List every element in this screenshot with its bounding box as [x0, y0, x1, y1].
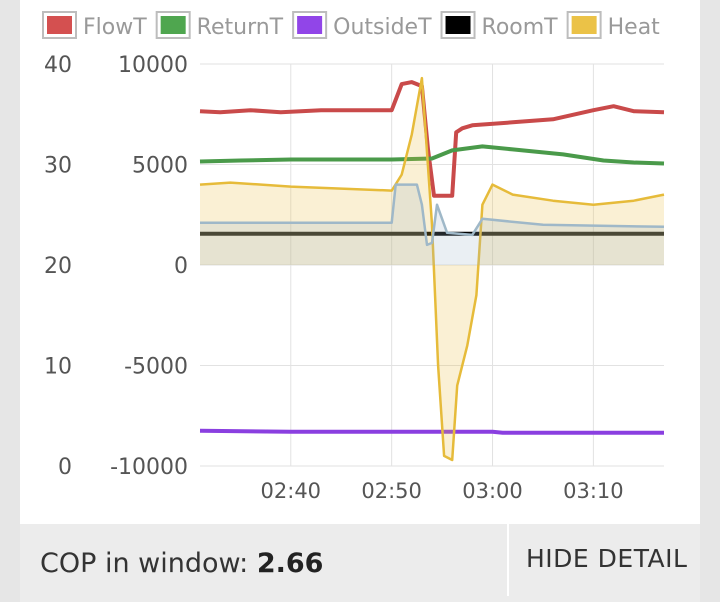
legend-swatch-heat — [571, 16, 597, 34]
series-line-unnamed-5 — [200, 183, 665, 247]
y-left-tick-label: 10 — [44, 355, 72, 380]
series-layer — [199, 76, 665, 462]
legend-swatch-returnt — [160, 16, 186, 34]
x-tick-label: 03:10 — [563, 479, 624, 503]
cop-label: COP in window: — [40, 548, 249, 579]
grid — [200, 63, 664, 467]
series-line-outsidet — [199, 428, 664, 435]
legend-label-outsidet: OutsideT — [333, 15, 432, 40]
chart-canvas[interactable]: FlowT ReturnT OutsideT RoomT Heat 40 30 20 10 0 1… — [20, 0, 700, 524]
legend-item-flowt[interactable]: FlowT — [42, 11, 147, 40]
cop-readout: COP in window: 2.66 — [40, 548, 323, 579]
legend-label-returnt: ReturnT — [197, 15, 284, 40]
legend-item-roomt[interactable]: RoomT — [440, 11, 559, 40]
y-right-tick-label: -5000 — [124, 355, 188, 380]
legend-swatch-flowt — [47, 16, 72, 34]
footer-divider — [507, 524, 509, 596]
tick-labels: 40 30 20 10 0 10000 5000 0 -5000 -10000 02:40 02:50… — [44, 53, 624, 503]
footer-bar: COP in window: 2.66 HIDE DETAIL — [20, 524, 700, 602]
series-area-unnamed-5 — [200, 184, 664, 265]
x-tick-label: 02:50 — [361, 479, 422, 503]
series-line-returnt — [199, 144, 665, 166]
series-line-flowt — [199, 80, 665, 198]
x-tick-label: 03:00 — [462, 479, 523, 503]
y-right-tick-label: 10000 — [118, 53, 188, 78]
legend-label-heat: Heat — [608, 15, 661, 40]
y-left-tick-label: 40 — [44, 53, 72, 78]
series-area-heat — [200, 78, 664, 460]
chart-card: FlowT ReturnT OutsideT RoomT Heat 40 30 20 10 0 1… — [20, 0, 700, 524]
y-left-tick-label: 20 — [44, 254, 72, 279]
legend-label-roomt: RoomT — [482, 15, 559, 40]
legend-swatch-outsidet — [297, 16, 323, 34]
y-left-tick-label: 0 — [58, 455, 72, 480]
y-right-tick-label: -10000 — [110, 455, 188, 480]
legend-item-returnt[interactable]: ReturnT — [155, 11, 284, 40]
legend-label-flowt: FlowT — [83, 15, 147, 40]
legend[interactable]: FlowT ReturnT OutsideT RoomT Heat — [42, 11, 661, 40]
y-right-tick-label: 5000 — [132, 154, 188, 179]
cop-value: 2.66 — [256, 548, 324, 579]
y-left-tick-label: 30 — [44, 154, 72, 179]
legend-swatch-roomt — [445, 16, 471, 34]
x-tick-label: 02:40 — [261, 479, 322, 503]
legend-item-heat[interactable]: Heat — [566, 11, 661, 40]
hide-detail-button[interactable]: HIDE DETAIL — [526, 544, 688, 573]
y-right-tick-label: 0 — [174, 254, 188, 279]
legend-item-outsidet[interactable]: OutsideT — [292, 11, 432, 40]
series-line-heat — [199, 76, 665, 462]
